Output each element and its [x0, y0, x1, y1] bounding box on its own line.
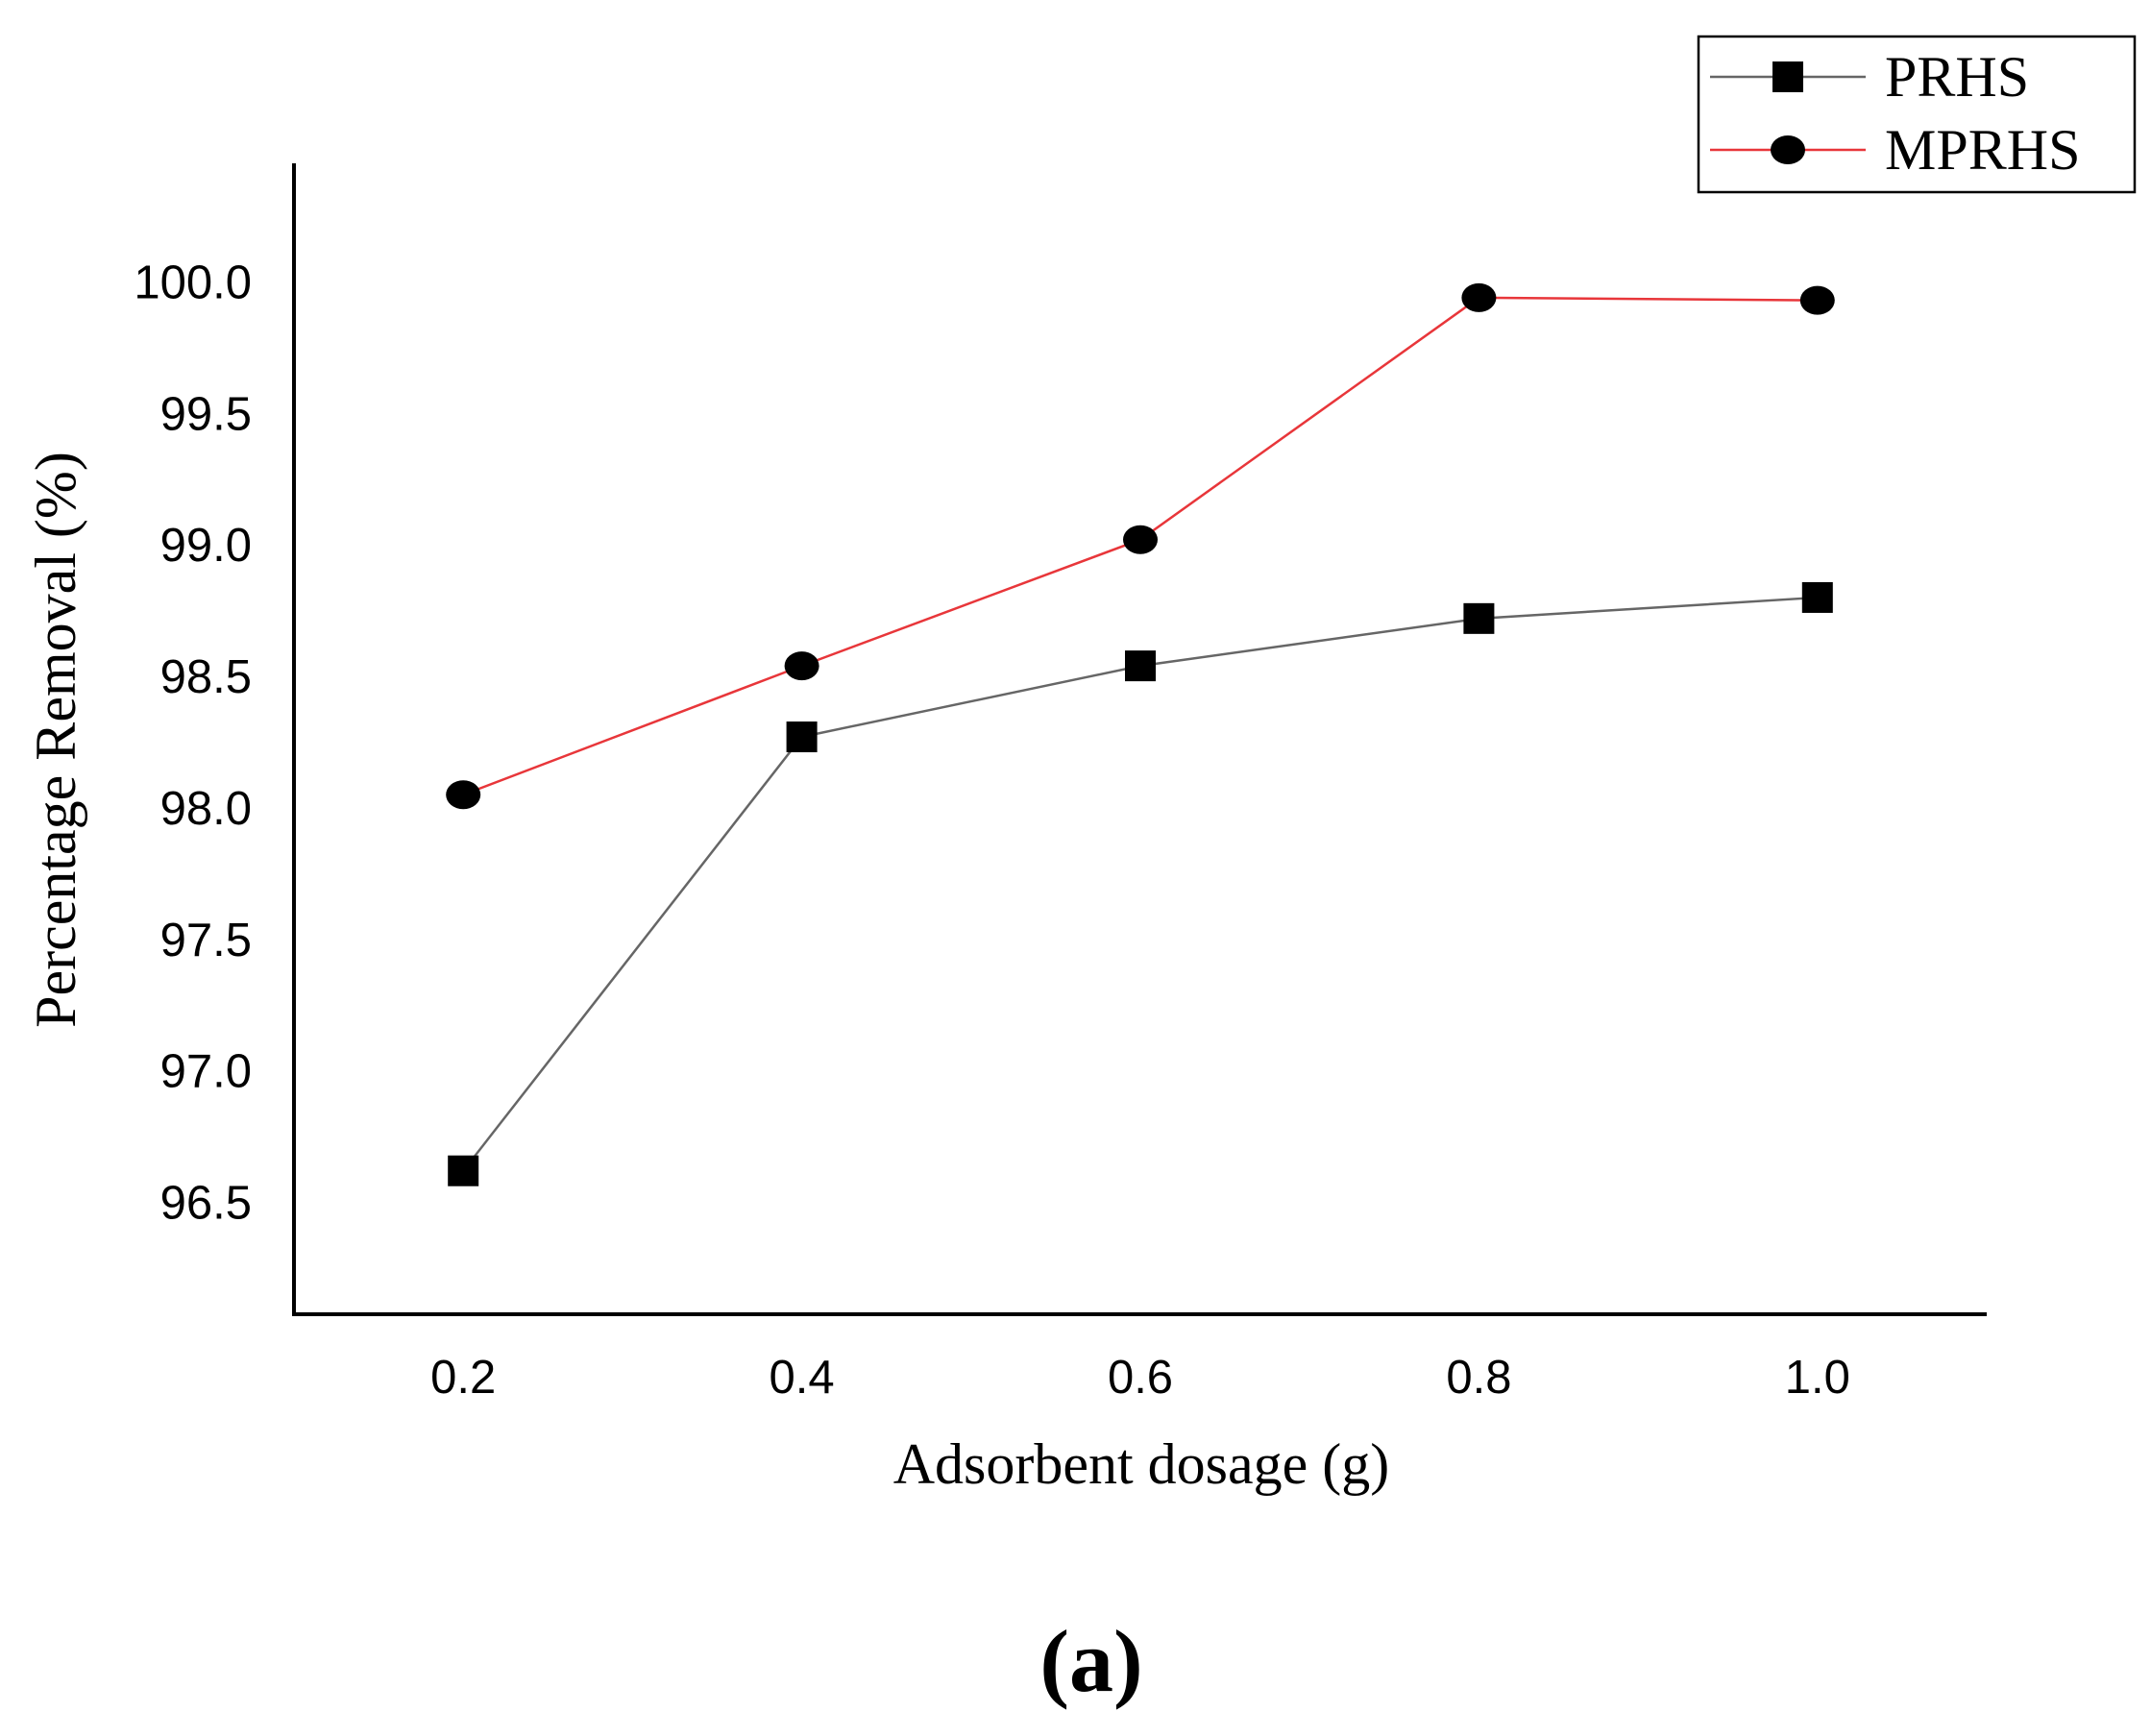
legend-label-mprhs: MPRHS [1885, 118, 2080, 182]
data-point-prhs [1463, 602, 1495, 634]
panel-label: (a) [1039, 1612, 1142, 1710]
y-tick-label: 97.0 [160, 1046, 252, 1098]
legend: PRHS MPRHS [1697, 35, 2137, 194]
data-point-mprhs [1799, 285, 1835, 315]
x-tick-label: 0.2 [430, 1352, 496, 1404]
legend-box [1697, 35, 2137, 194]
data-point-prhs [786, 721, 818, 753]
x-axis-title: Adsorbent dosage (g) [893, 1432, 1390, 1496]
legend-marker-mprhs [1771, 135, 1805, 164]
data-point-prhs [1801, 581, 1833, 613]
y-tick-label: 98.0 [160, 783, 252, 835]
y-tick-label: 96.5 [160, 1178, 252, 1230]
legend-label-prhs: PRHS [1885, 45, 2029, 109]
y-tick-label: 98.5 [160, 651, 252, 703]
y-tick-label: 99.5 [160, 388, 252, 440]
data-point-mprhs [1123, 525, 1158, 554]
data-point-prhs [1125, 650, 1156, 682]
data-markers [446, 282, 1835, 1186]
data-point-mprhs [1461, 282, 1497, 312]
x-tick-label: 0.6 [1108, 1352, 1173, 1404]
data-point-prhs [448, 1155, 479, 1186]
data-point-mprhs [446, 780, 481, 810]
axes: 96.5 97.0 97.5 98.0 98.5 99.0 99.5 100.0 0.2 0.4 0… [134, 163, 1987, 1404]
x-tick-label: 0.4 [770, 1352, 835, 1404]
x-tick-label: 1.0 [1785, 1352, 1850, 1404]
y-tick-label: 97.5 [160, 915, 252, 966]
series-line-prhs [462, 596, 1818, 1172]
x-tick-label: 0.8 [1446, 1352, 1511, 1404]
series-lines [462, 296, 1818, 1172]
y-tick-label: 99.0 [160, 520, 252, 572]
y-axis-title: Percentage Removal (%) [24, 452, 87, 1028]
legend-marker-prhs [1772, 61, 1803, 92]
y-tick-label: 100.0 [134, 257, 252, 308]
data-point-mprhs [784, 651, 819, 681]
